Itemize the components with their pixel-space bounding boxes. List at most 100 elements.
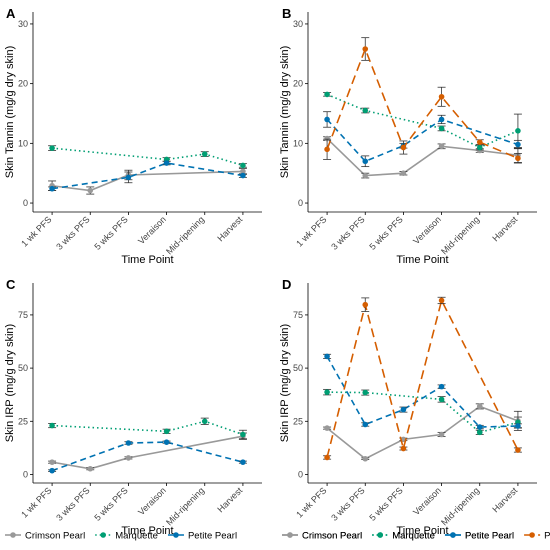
series-line	[51, 162, 244, 190]
legend-marker	[377, 532, 383, 538]
data-point	[438, 125, 445, 132]
data-point	[362, 455, 369, 462]
y-tick-label: 75	[18, 310, 28, 320]
series-line	[51, 441, 244, 472]
series-crimson-pearl	[48, 432, 247, 472]
series-petite-pearl	[48, 160, 247, 192]
data-point	[240, 168, 246, 175]
x-tick-label: 3 wks PFS	[54, 485, 91, 522]
series-marquette	[323, 388, 522, 436]
legend-label: Petite Pearl	[465, 531, 514, 542]
x-tick-label: 5 wks PFS	[367, 485, 404, 522]
data-point	[400, 170, 407, 176]
legend-label: Petite Pearl	[465, 531, 514, 542]
series-petite-pearl	[48, 439, 247, 474]
series-line	[326, 118, 519, 163]
data-point	[49, 422, 55, 429]
data-point	[125, 455, 132, 461]
legend-item: Marquette	[372, 531, 435, 542]
y-tick-label: 0	[23, 469, 28, 479]
series-line	[326, 137, 519, 177]
y-tick-label: 50	[293, 363, 303, 373]
x-axis-title: Time Point	[396, 254, 448, 266]
series-line	[52, 420, 244, 436]
x-tick-label: 1 wk PFS	[294, 485, 328, 519]
y-tick-label: 0	[23, 198, 28, 208]
legend: Crimson Pearl Marquette Petite Pearl	[5, 531, 237, 542]
y-tick-label: 0	[298, 198, 303, 208]
panel-letter: C	[6, 277, 16, 292]
data-point	[438, 143, 445, 150]
x-tick-label: Mid-ripening	[439, 485, 481, 527]
data-point	[324, 146, 330, 153]
legend-item: Marquette	[95, 531, 158, 542]
series-pinot-noir	[323, 296, 522, 461]
data-point	[362, 301, 369, 308]
data-point	[125, 174, 132, 181]
data-point	[362, 158, 369, 165]
legend-label: Petite Pearl	[188, 531, 237, 542]
data-point	[438, 396, 445, 403]
y-axis-title: Skin IRP (mg/g dry skin)	[4, 324, 16, 442]
x-tick-label: Harvest	[215, 485, 244, 514]
legend-marker	[287, 532, 293, 538]
legend-marker	[529, 532, 535, 538]
x-tick-label: Veraison	[136, 214, 168, 246]
legend-label: Marquette	[392, 531, 435, 542]
data-point	[400, 445, 407, 452]
x-tick-label: Harvest	[490, 485, 519, 514]
data-point	[324, 91, 330, 98]
data-point	[476, 403, 483, 410]
x-tick-label: 3 wks PFS	[329, 485, 366, 522]
y-tick-label: 25	[18, 416, 28, 426]
data-point	[49, 185, 55, 192]
data-point	[438, 431, 445, 438]
data-point	[438, 116, 445, 123]
x-tick-label: 3 wks PFS	[54, 214, 91, 251]
data-point	[163, 428, 170, 435]
series-line	[326, 356, 518, 428]
y-tick-label: 30	[293, 19, 303, 29]
legend-item: Petite Pearl	[167, 531, 237, 542]
legend-item: Crimson Pearl	[5, 531, 85, 542]
x-tick-label: Mid-ripening	[164, 485, 206, 527]
x-axis-title: Time Point	[121, 525, 173, 537]
data-point	[324, 116, 330, 123]
series-marquette	[48, 145, 247, 169]
legend-marker	[10, 532, 16, 538]
series-line	[326, 93, 519, 149]
legend-marker	[450, 532, 456, 538]
legend-label: Crimson Pearl	[25, 531, 85, 542]
y-tick-label: 10	[18, 138, 28, 148]
data-point	[163, 439, 170, 445]
series-line	[326, 46, 519, 160]
data-point	[515, 155, 521, 162]
data-point	[49, 467, 55, 474]
x-tick-label: Veraison	[411, 485, 443, 517]
data-point	[240, 162, 246, 169]
data-point	[438, 297, 445, 304]
series-crimson-pearl	[323, 403, 522, 462]
series-line	[51, 170, 243, 192]
data-point	[201, 418, 208, 425]
data-point	[362, 421, 369, 428]
series-petite-pearl	[323, 353, 522, 430]
data-point	[515, 141, 521, 148]
legend-item: Petite Pearl	[444, 531, 514, 542]
series-line	[326, 405, 519, 460]
data-point	[362, 107, 369, 114]
y-tick-label: 50	[18, 363, 28, 373]
data-point	[201, 151, 208, 157]
legend-item: Pinot Noir	[524, 531, 550, 542]
data-point	[476, 429, 483, 436]
legend-label: Crimson Pearl	[302, 531, 362, 542]
x-tick-label: Harvest	[490, 214, 519, 243]
y-tick-label: 20	[18, 79, 28, 89]
y-tick-label: 75	[293, 310, 303, 320]
series-crimson-pearl	[48, 168, 247, 195]
data-point	[515, 128, 521, 134]
x-tick-label: Harvest	[215, 214, 244, 243]
y-tick-label: 20	[293, 79, 303, 89]
